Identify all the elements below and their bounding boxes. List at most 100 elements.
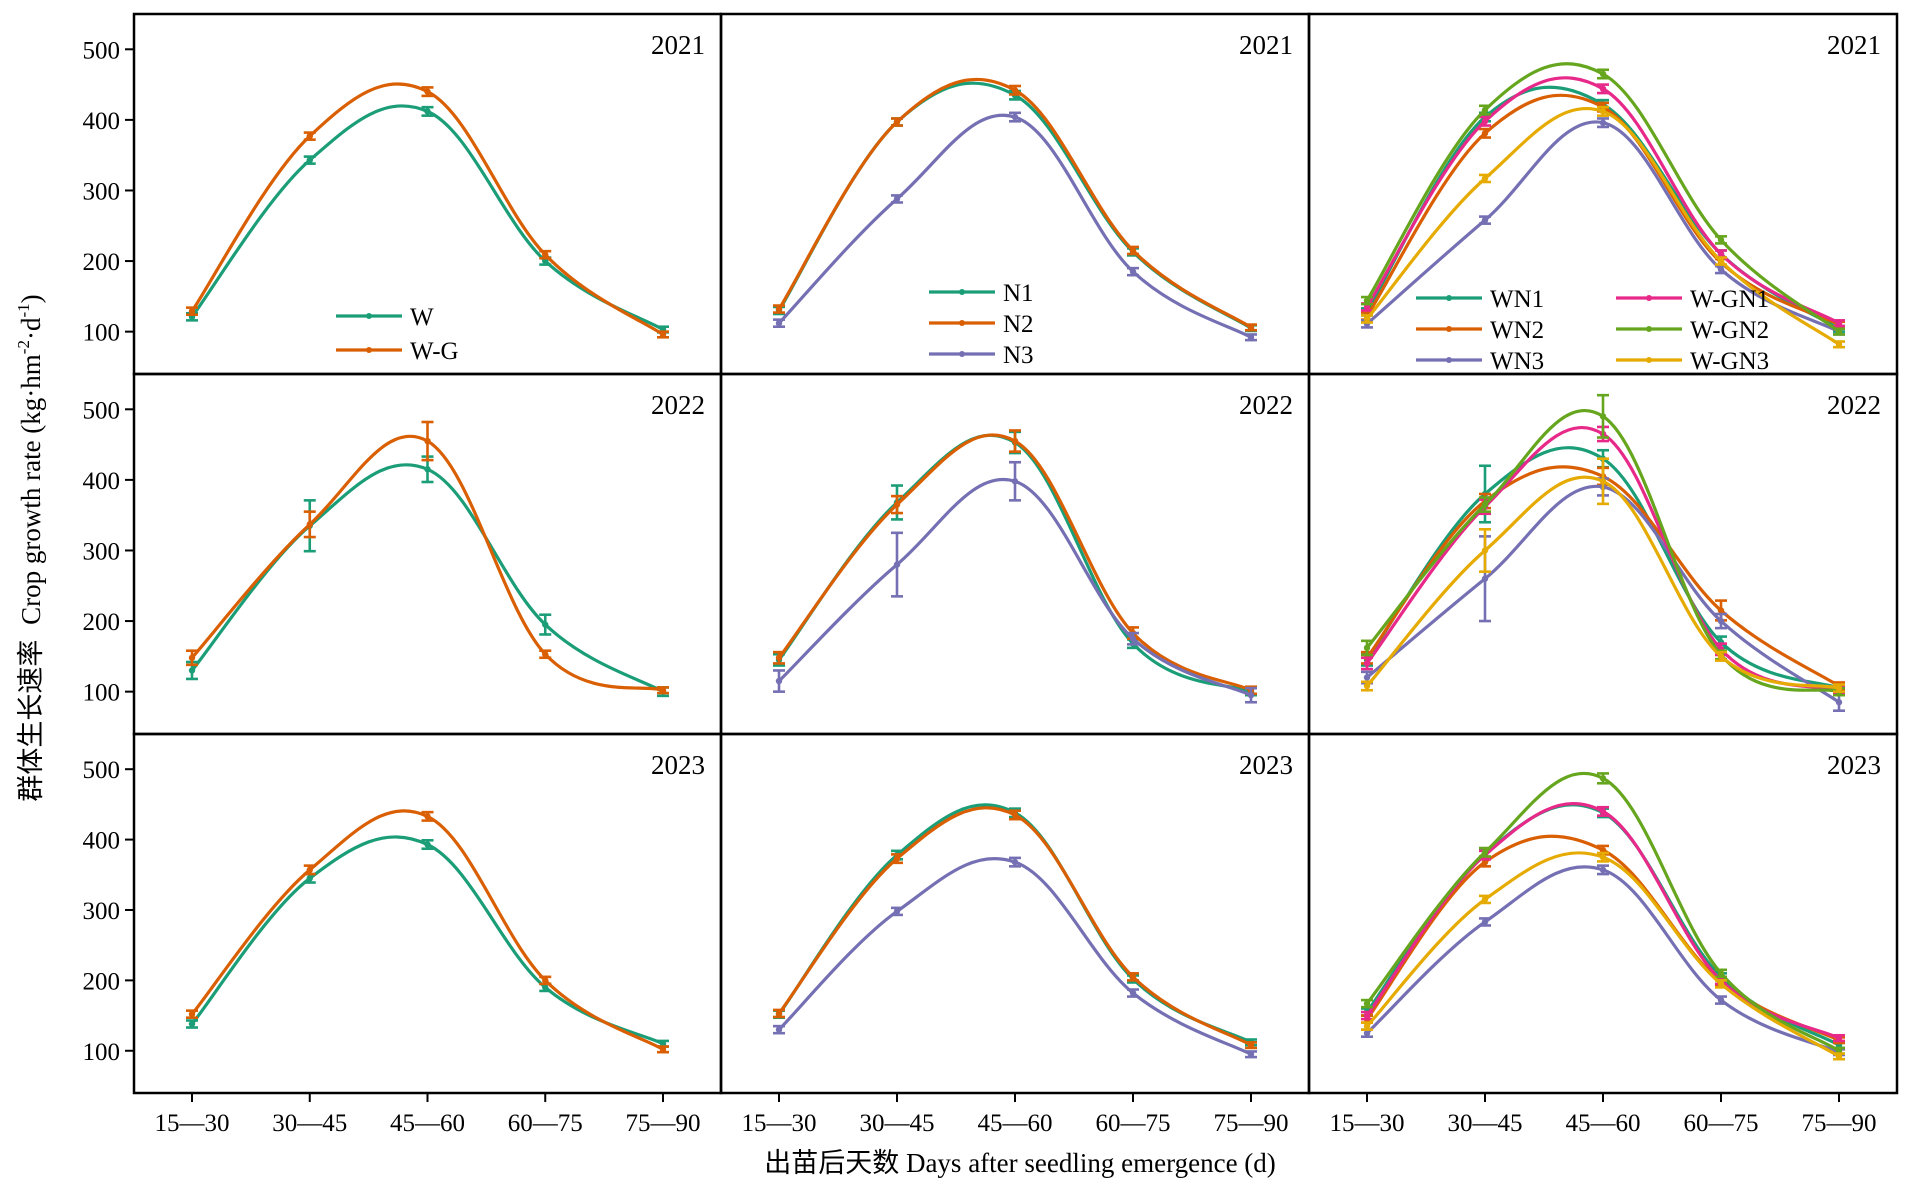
x-tick-label: 75—90 — [1802, 1110, 1877, 1137]
data-point — [1481, 896, 1489, 903]
y-tick-label: 100 — [83, 680, 121, 707]
data-point — [542, 251, 549, 258]
data-point — [542, 984, 549, 991]
data-point — [1247, 334, 1255, 341]
year-label: 2022 — [651, 390, 705, 420]
data-point — [188, 1020, 196, 1028]
year-label: 2022 — [1827, 390, 1881, 420]
y-tick-label: 100 — [83, 1039, 121, 1066]
data-point — [659, 687, 667, 694]
data-point — [542, 977, 549, 984]
legend-label: W — [410, 304, 434, 331]
x-tick-label: 15—30 — [1330, 1110, 1405, 1137]
data-point — [306, 132, 313, 140]
series-line — [190, 835, 664, 1046]
legend-label: WN1 — [1490, 286, 1544, 313]
x-tick-label: 60—75 — [1684, 1110, 1759, 1137]
panel-2023-col3: 2023 — [1307, 732, 1899, 1095]
axis-ticks: 100 200 300 400 500 100 200 300 400 500 100 200 300 4… — [83, 37, 1877, 1137]
series-line — [190, 104, 664, 331]
series-line — [1365, 801, 1840, 1040]
series-line — [190, 463, 664, 693]
panel-frame — [719, 732, 1311, 1095]
data-point — [1011, 858, 1019, 866]
panel-frame — [132, 732, 723, 1095]
data-point — [1835, 699, 1843, 706]
x-tick-label: 30—45 — [272, 1110, 347, 1137]
legend-item-W-GN1: W-GN1 — [1616, 286, 1769, 313]
data-point — [188, 654, 196, 661]
data-point — [1481, 130, 1489, 137]
year-label: 2023 — [1827, 750, 1881, 780]
legend-item-W-GN2: W-GN2 — [1616, 317, 1769, 344]
panel-2023-col1: 2023 — [132, 732, 723, 1095]
data-point — [1481, 175, 1489, 182]
data-point — [1011, 113, 1019, 121]
panel-2022-col1: 2022 — [132, 372, 723, 736]
data-point — [1599, 119, 1607, 126]
series-line — [777, 856, 1252, 1056]
y-tick-label: 500 — [83, 37, 121, 64]
legend-item-WN3: WN3 — [1416, 348, 1544, 375]
data-point — [424, 841, 431, 848]
legend-item-N3: N3 — [929, 342, 1034, 369]
y-tick-label: 500 — [83, 757, 121, 784]
data-point — [1717, 617, 1725, 625]
data-point — [775, 1026, 783, 1033]
data-point — [1011, 87, 1019, 94]
data-point — [1247, 1051, 1255, 1058]
series-WN3 — [1361, 864, 1845, 1057]
data-point — [1363, 1022, 1371, 1030]
series-line — [777, 803, 1252, 1044]
series-W — [186, 104, 669, 334]
series-W-G — [186, 809, 669, 1054]
data-point — [1717, 970, 1725, 977]
panel-grid: 2021 2021 2021 2022 2022 2022 2023 2023 2023 — [132, 12, 1899, 1095]
data-point — [542, 651, 549, 658]
year-label: 2021 — [1827, 30, 1881, 60]
data-point — [1481, 849, 1489, 856]
data-point — [424, 88, 431, 95]
series-W-G — [186, 82, 669, 339]
data-point — [188, 1010, 196, 1018]
legend-label: WN2 — [1490, 317, 1544, 344]
series-N1 — [773, 803, 1257, 1047]
legend-label: N1 — [1003, 280, 1034, 307]
data-point — [1247, 691, 1255, 699]
data-point — [775, 319, 783, 327]
data-point — [1363, 660, 1371, 667]
series-line — [1365, 484, 1840, 704]
legend-label: WN3 — [1490, 348, 1544, 375]
y-tick-label: 500 — [83, 397, 121, 424]
data-point — [775, 305, 783, 313]
data-point — [1129, 268, 1137, 275]
x-tick-label: 30—45 — [1448, 1110, 1523, 1137]
data-point — [542, 621, 549, 628]
data-point — [1835, 1053, 1843, 1060]
data-point — [775, 677, 783, 685]
x-tick-label: 75—90 — [626, 1110, 701, 1137]
panel-2023-col2: 2023 — [719, 732, 1311, 1095]
legend-item-N2: N2 — [929, 311, 1034, 338]
series-line — [777, 477, 1252, 697]
data-point — [188, 667, 196, 674]
data-point — [1717, 250, 1725, 258]
y-axis-title-cn: 群体生长速率 — [16, 640, 46, 802]
data-point — [424, 466, 431, 473]
data-point — [424, 437, 431, 445]
y-axis-title-mid: ·d — [16, 317, 46, 340]
data-point — [1599, 775, 1607, 782]
legend-label: W-GN3 — [1690, 348, 1769, 375]
data-point — [1129, 635, 1137, 642]
data-point — [775, 1010, 783, 1017]
data-point — [1481, 575, 1489, 582]
x-axis-title: 出苗后天数 Days after seedling emergence (d) — [764, 1148, 1276, 1178]
legend-label: W-G — [410, 338, 459, 365]
data-point — [306, 866, 313, 874]
x-tick-label: 45—60 — [1566, 1110, 1641, 1137]
data-point — [1599, 478, 1607, 485]
data-point — [1717, 653, 1725, 660]
data-point — [1011, 437, 1019, 445]
legend-item-W-G: W-G — [336, 338, 459, 365]
